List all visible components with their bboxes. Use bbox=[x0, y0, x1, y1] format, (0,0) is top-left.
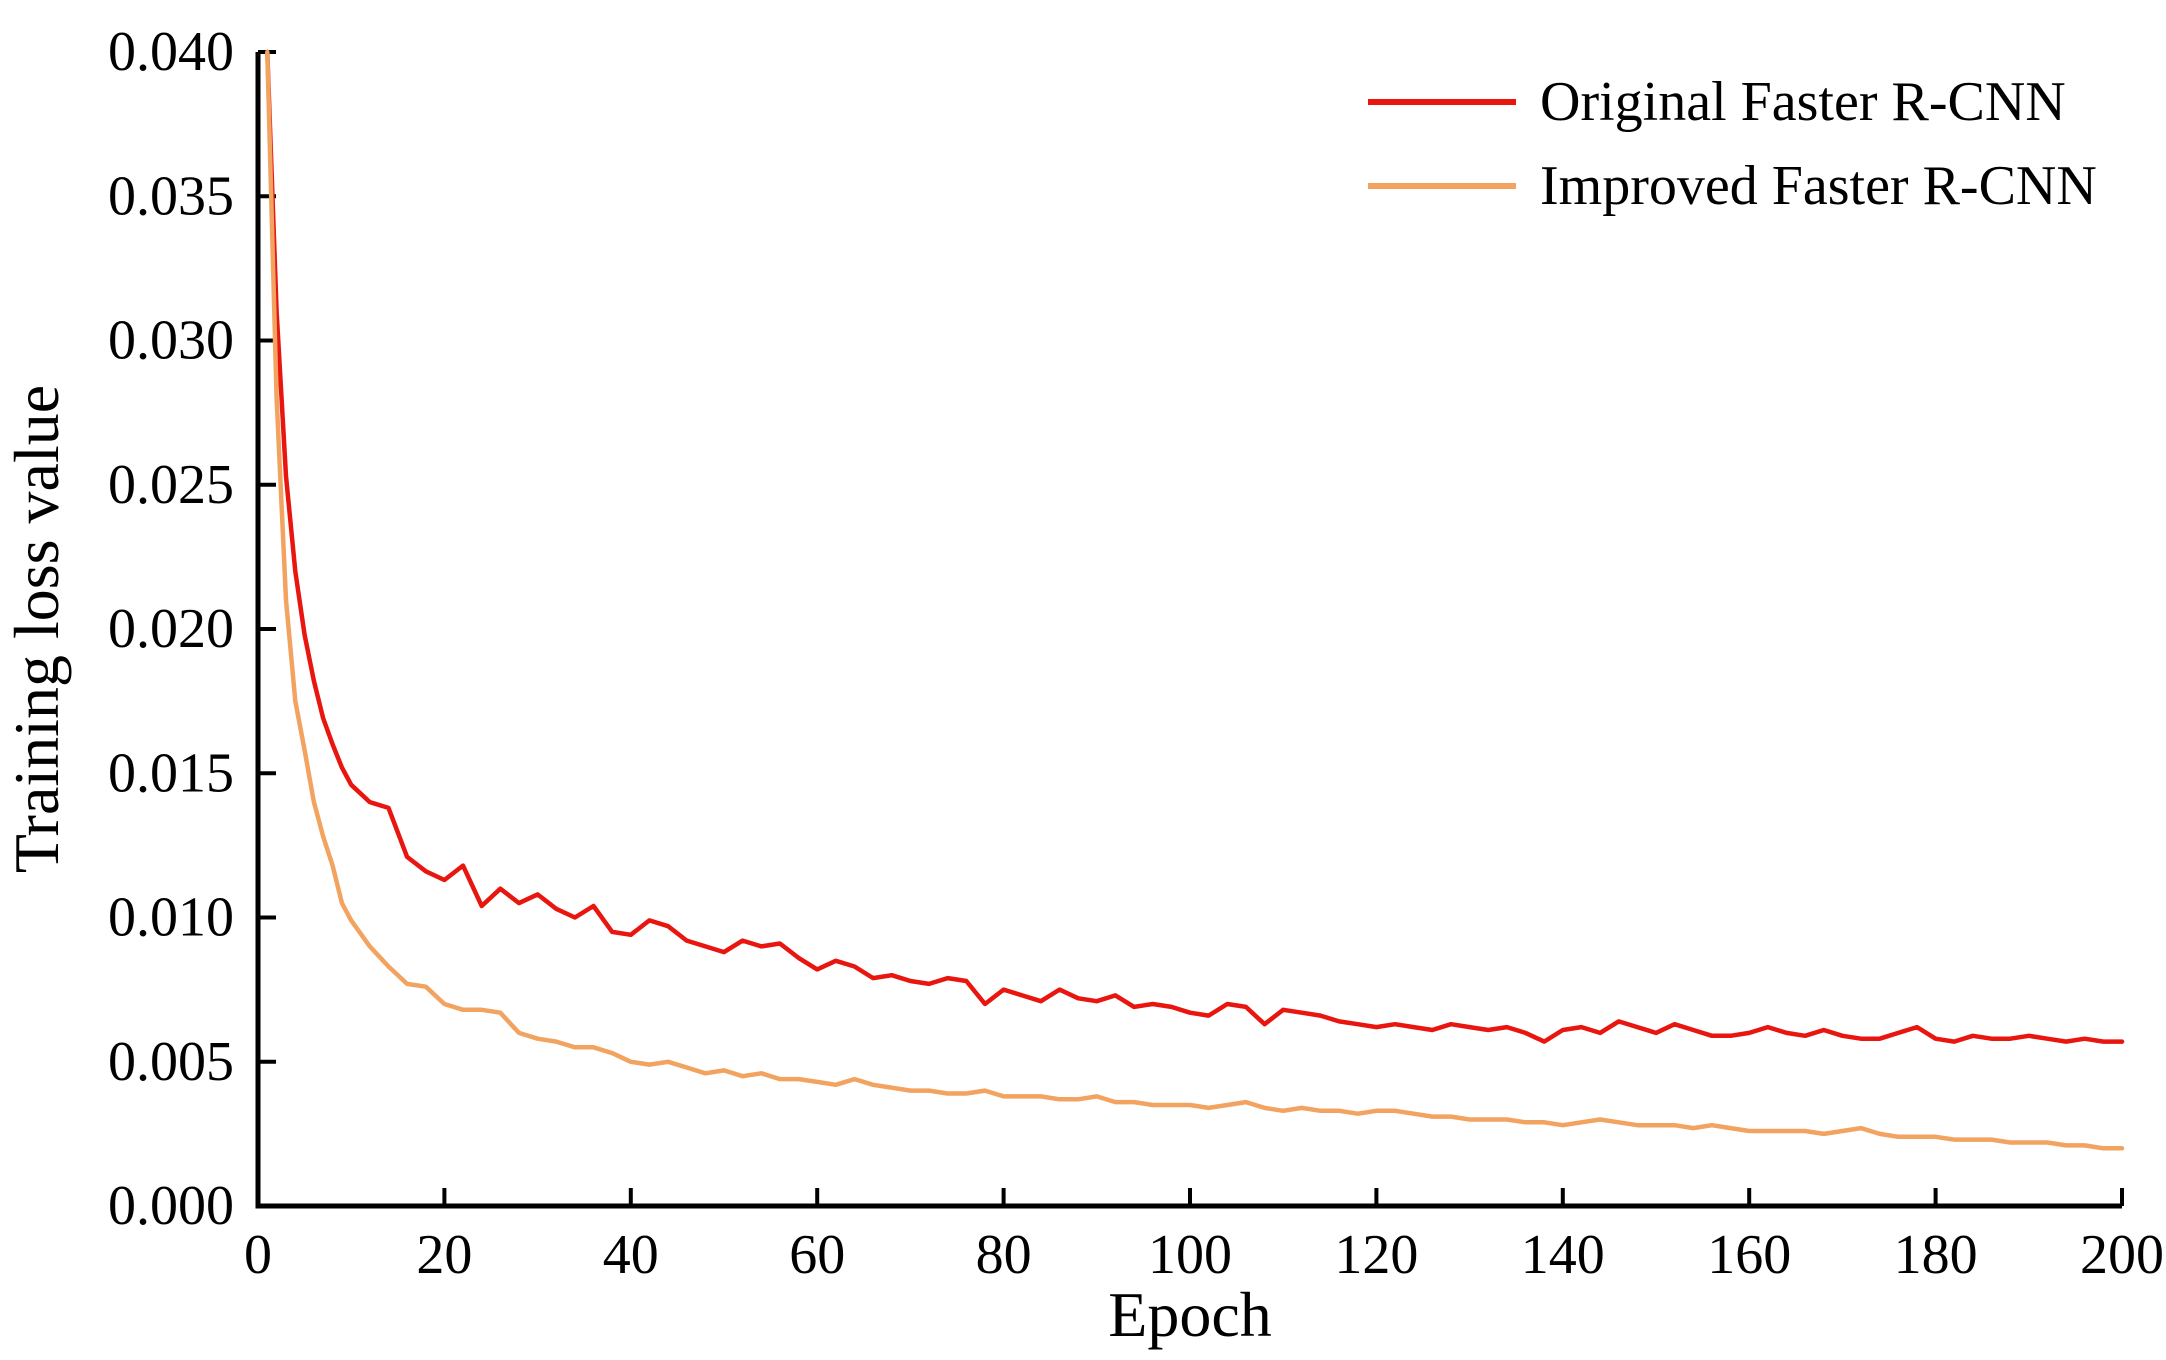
series-line-1 bbox=[265, 49, 2125, 1151]
x-axis-tick-label: 120 bbox=[1334, 1224, 1418, 1286]
x-axis-tick-label: 20 bbox=[416, 1224, 472, 1286]
x-axis-tick-label: 60 bbox=[789, 1224, 845, 1286]
y-axis-tick-label: 0.025 bbox=[108, 454, 234, 516]
x-axis-tick-label: 140 bbox=[1521, 1224, 1605, 1286]
y-axis-tick-label: 0.030 bbox=[108, 310, 234, 372]
x-axis-tick-label: 40 bbox=[603, 1224, 659, 1286]
x-axis-tick-label: 160 bbox=[1707, 1224, 1791, 1286]
x-axis-label: Epoch bbox=[1108, 1279, 1272, 1350]
y-axis-tick-label: 0.020 bbox=[108, 598, 234, 660]
y-axis-tick-label: 0.010 bbox=[108, 887, 234, 949]
legend-label-1: Improved Faster R-CNN bbox=[1540, 155, 2097, 217]
y-axis-tick-label: 0.005 bbox=[108, 1031, 234, 1093]
y-axis-tick-label: 0.015 bbox=[108, 742, 234, 804]
y-axis-label: Training loss value bbox=[1, 385, 72, 873]
y-axis-tick-label: 0.000 bbox=[108, 1175, 234, 1237]
x-axis-tick-label: 100 bbox=[1148, 1224, 1232, 1286]
x-axis-tick-label: 200 bbox=[2080, 1224, 2164, 1286]
series-line-0 bbox=[265, 49, 2125, 1044]
x-axis-tick-label: 80 bbox=[976, 1224, 1032, 1286]
y-axis-tick-label: 0.035 bbox=[108, 165, 234, 227]
x-axis-tick-label: 180 bbox=[1894, 1224, 1978, 1286]
legend-label-0: Original Faster R-CNN bbox=[1540, 71, 2066, 133]
x-axis-tick-label: 0 bbox=[244, 1224, 272, 1286]
y-axis-tick-label: 0.040 bbox=[108, 21, 234, 83]
